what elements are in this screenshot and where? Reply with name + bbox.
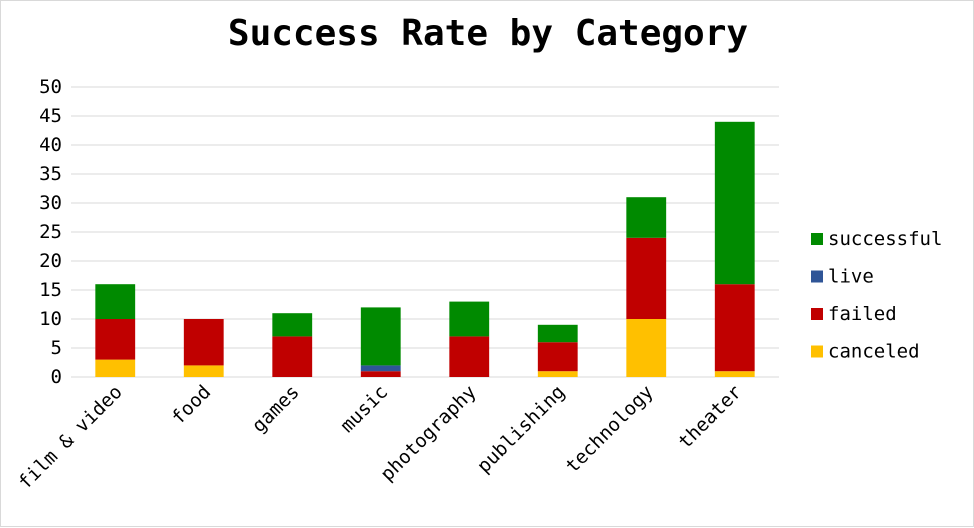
legend-swatch-canceled (811, 345, 823, 358)
chart-title: Success Rate by Category (227, 13, 749, 54)
legend-label-canceled: canceled (828, 341, 920, 363)
y-axis-ticks: 0 5 10 15 20 25 30 35 40 45 50 (39, 76, 62, 388)
bar-canceled-theater (714, 371, 755, 377)
legend-swatch-successful (811, 233, 823, 245)
x-axis-ticks: film & video food games musicphotographypub… (14, 381, 746, 494)
y-tick-label: 50 (39, 76, 62, 98)
x-tick-label: games (248, 381, 304, 437)
bar-canceled-publishing (537, 371, 578, 377)
bar-failed-technology (626, 237, 667, 319)
bar-successful-theater (714, 121, 755, 285)
y-tick-label: 25 (39, 221, 62, 243)
legend-label-successful: successful (828, 228, 942, 250)
y-tick-label: 45 (39, 105, 62, 127)
bar-series (95, 121, 755, 377)
y-tick-label: 15 (39, 279, 62, 301)
y-tick-label: 0 (51, 366, 62, 388)
bar-failed-film-video (95, 319, 136, 360)
x-tick-label: music (336, 381, 392, 437)
bar-failed-food (183, 319, 224, 366)
x-tick-label: publishing (473, 381, 569, 477)
x-tick-label: food (167, 381, 215, 429)
bar-successful-film-video (95, 284, 136, 319)
legend: successful live failed canceled (811, 228, 942, 363)
y-tick-label: 10 (39, 308, 62, 330)
legend-label-failed: failed (828, 303, 897, 325)
bar-successful-games (272, 313, 313, 337)
legend-swatch-live (811, 270, 823, 283)
x-tick-label: theater (674, 381, 746, 453)
bar-successful-technology (626, 197, 667, 238)
bar-failed-photography (449, 336, 490, 377)
bar-canceled-technology (626, 319, 667, 377)
bar-canceled-food (183, 365, 224, 377)
y-tick-label: 30 (39, 192, 62, 214)
bar-successful-photography (449, 301, 490, 337)
bar-successful-music (360, 307, 401, 366)
bar-canceled-film-video (95, 359, 136, 377)
legend-label-live: live (828, 266, 874, 288)
bar-failed-music (360, 371, 401, 377)
x-tick-label: technology (561, 381, 657, 477)
y-tick-label: 5 (51, 337, 62, 359)
bar-failed-publishing (537, 342, 578, 372)
y-tick-label: 40 (39, 134, 62, 156)
bar-live-music (360, 365, 401, 372)
bar-failed-theater (714, 284, 755, 372)
gridlines (71, 86, 779, 378)
bar-successful-publishing (537, 324, 578, 343)
y-tick-label: 35 (39, 163, 62, 185)
x-tick-label: film & video (14, 381, 127, 494)
y-tick-label: 20 (39, 250, 62, 272)
bar-failed-games (272, 336, 313, 377)
legend-swatch-failed (811, 308, 823, 320)
